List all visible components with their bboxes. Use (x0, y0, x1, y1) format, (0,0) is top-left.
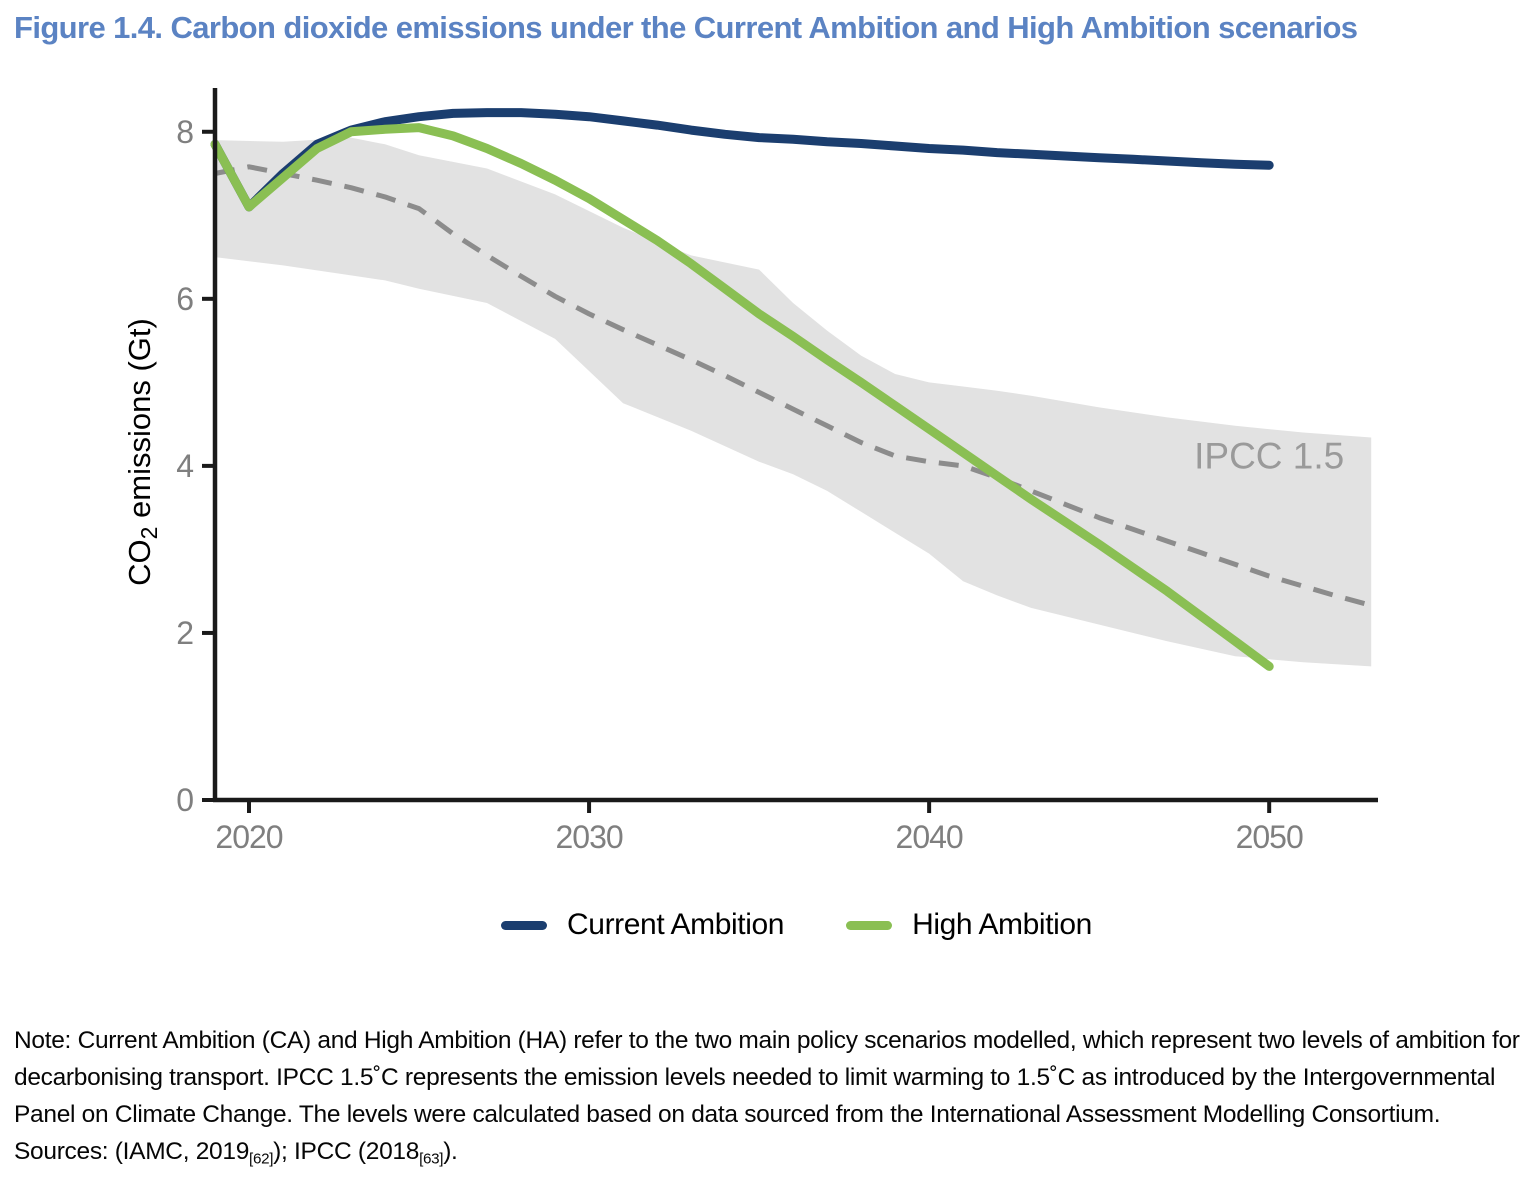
y-axis-label: CO2 emissions (Gt) (122, 318, 162, 586)
sources-post: ). (443, 1138, 458, 1165)
legend-label-current-ambition: Current Ambition (567, 908, 785, 941)
legend-swatch-current-ambition (501, 920, 548, 930)
figure-notes: Note: Current Ambition (CA) and High Amb… (14, 1022, 1520, 1177)
legend-item-current-ambition: Current Ambition (501, 908, 784, 942)
y-tick-label: 6 (176, 281, 193, 317)
legend-item-high-ambition: High Ambition (846, 908, 1092, 942)
note-text: Note: Current Ambition (CA) and High Amb… (14, 1027, 1520, 1128)
x-tick-label: 2020 (215, 819, 282, 855)
current-ambition-line (210, 108, 1274, 212)
source-ref-2: [63] (419, 1150, 444, 1168)
y-tick-label: 8 (176, 114, 193, 150)
y-tick-label: 2 (176, 615, 193, 651)
y-tick-label: 0 (176, 782, 193, 818)
legend-swatch-high-ambition (846, 920, 893, 930)
ipcc-1-5-median-line (214, 164, 1372, 608)
y-tick-label: 4 (176, 448, 193, 484)
sources-text: Sources: (IAMC, 2019[62]); IPCC (2018[63… (14, 1133, 1520, 1177)
x-tick-label: 2040 (896, 819, 963, 855)
ipcc-band (215, 137, 1372, 667)
emissions-chart: 0 2 4 6 8 2020 2030 2040 2050 CO2 emissions (Gt) I… (122, 88, 1378, 855)
chart-legend: Current Ambition High Ambition (215, 903, 1378, 947)
x-tick-label: 2030 (555, 819, 622, 855)
sources-pre: Sources: (IAMC, 2019 (14, 1138, 250, 1165)
ipcc-annotation: IPCC 1.5 (1194, 435, 1344, 476)
source-ref-1: [62] (249, 1150, 274, 1168)
sources-mid: ); IPCC (2018 (273, 1138, 420, 1165)
legend-label-high-ambition: High Ambition (912, 908, 1092, 941)
high-ambition-line (210, 123, 1274, 671)
figure-title: Figure 1.4. Carbon dioxide emissions und… (14, 10, 1358, 45)
x-tick-label: 2050 (1236, 819, 1303, 855)
